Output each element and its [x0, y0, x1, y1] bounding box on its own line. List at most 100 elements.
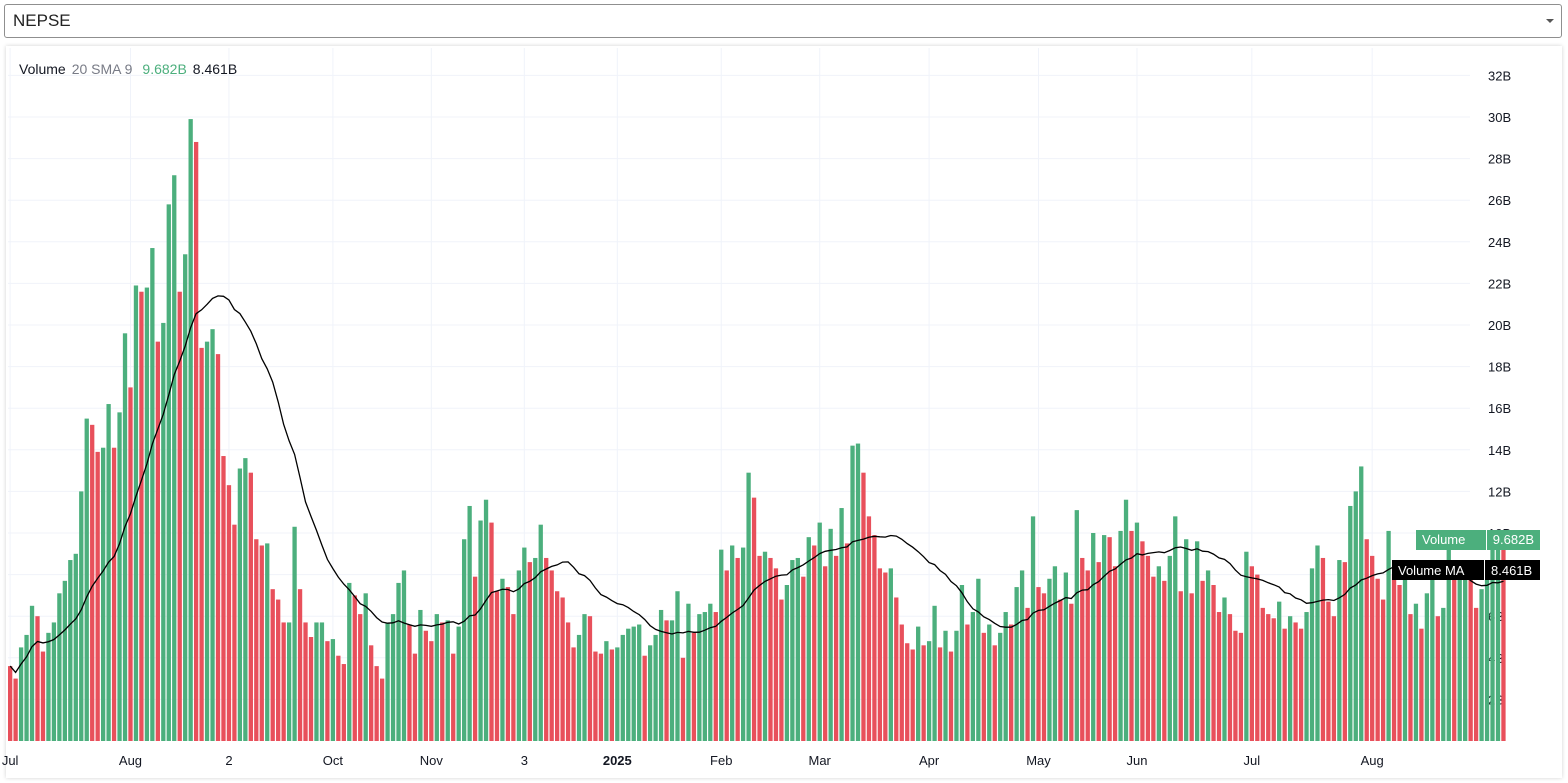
volume-bar: [1036, 587, 1041, 741]
volume-bar: [1370, 555, 1375, 741]
x-tick-label: Feb: [710, 753, 732, 768]
volume-bar: [325, 641, 330, 741]
volume-bar: [855, 443, 861, 741]
volume-bar: [680, 657, 686, 741]
volume-bar: [1003, 612, 1008, 741]
volume-bar: [1211, 585, 1216, 741]
volume-bar: [139, 291, 144, 741]
x-tick-label: 3: [521, 753, 528, 768]
volume-bar: [336, 655, 341, 741]
volume-bar: [1167, 555, 1172, 741]
volume-bar: [937, 647, 943, 741]
volume-bar: [188, 119, 193, 741]
volume-bar: [1424, 593, 1430, 741]
volume-bar: [823, 566, 828, 741]
volume-bar: [418, 609, 423, 741]
volume-bar: [489, 522, 494, 741]
volume-bar: [757, 555, 762, 741]
x-tick-label: Jul: [1244, 753, 1261, 768]
volume-bar: [555, 591, 560, 741]
volume-bar: [839, 508, 844, 741]
volume-bar: [13, 678, 18, 741]
volume-bar: [1052, 566, 1058, 741]
volume-bar: [281, 622, 286, 741]
volume-bar: [921, 645, 926, 741]
volume-bar: [352, 595, 357, 741]
symbol-select[interactable]: NEPSE: [4, 4, 1562, 38]
volume-bar: [888, 568, 893, 741]
legend-params: 20 SMA 9: [71, 61, 133, 77]
y-tick-label: 16B: [1488, 401, 1511, 416]
volume-bar: [1260, 607, 1265, 741]
volume-bar: [730, 545, 735, 741]
y-tick-label: 20B: [1488, 318, 1511, 333]
volume-bar: [1009, 624, 1014, 741]
volume-bar: [1419, 628, 1424, 741]
volume-bar: [396, 582, 401, 741]
volume-bar: [702, 612, 707, 741]
volume-bar: [872, 535, 877, 741]
volume-bar: [390, 614, 396, 741]
volume-bar: [1501, 541, 1506, 741]
volume-bar: [719, 549, 724, 741]
volume-bar: [1380, 599, 1386, 741]
volume-bar: [844, 543, 850, 741]
volume-bar: [1145, 555, 1151, 741]
volume-bar: [193, 141, 199, 741]
x-tick-label: Mar: [809, 753, 832, 768]
ma-price-label-name: Volume MA: [1398, 562, 1465, 578]
volume-bar: [1200, 580, 1205, 741]
volume-bar: [1446, 549, 1451, 741]
volume-bar: [1348, 505, 1353, 741]
volume-bar: [1364, 539, 1369, 741]
volume-bar: [522, 547, 527, 741]
chart-legend: Volume 20 SMA 9 9.682B 8.461B: [19, 61, 237, 77]
volume-bar: [1238, 632, 1244, 741]
volume-bar: [620, 634, 625, 741]
volume-bar: [1096, 562, 1101, 741]
volume-bar: [472, 576, 478, 741]
x-tick-label: Nov: [420, 753, 444, 768]
volume-bar: [100, 447, 106, 741]
volume-bar: [407, 624, 412, 741]
volume-bar: [604, 641, 609, 741]
volume-bar: [708, 603, 713, 741]
volume-bar: [1408, 614, 1413, 741]
volume-bar: [150, 248, 155, 742]
volume-bar: [286, 622, 292, 741]
volume-bar: [226, 485, 232, 741]
volume-bar: [363, 593, 368, 741]
volume-bar: [341, 664, 346, 741]
x-tick-label: Oct: [323, 753, 344, 768]
volume-bar: [697, 614, 702, 741]
volume-bar: [1249, 566, 1254, 741]
volume-bar: [587, 616, 593, 741]
volume-bar: [166, 204, 171, 742]
volume-bar: [215, 354, 221, 741]
volume-bar: [478, 520, 483, 741]
volume-bar: [35, 616, 40, 741]
volume-bar: [62, 580, 67, 741]
volume-bar: [948, 651, 954, 741]
volume-bar: [970, 612, 976, 741]
volume-bar: [237, 468, 243, 741]
volume-bar: [1173, 516, 1178, 741]
volume-bar: [51, 622, 57, 741]
volume-bar: [740, 547, 746, 741]
volume-bar: [992, 645, 997, 741]
volume-bar: [631, 626, 636, 741]
volume-bar: [90, 424, 95, 741]
volume-bar: [46, 632, 51, 741]
volume-bar: [232, 524, 237, 741]
volume-bar: [369, 645, 374, 741]
volume-bar: [199, 347, 204, 741]
volume-bar: [111, 447, 117, 741]
volume-bar: [1457, 570, 1462, 741]
volume-price-label-value: 9.682B: [1485, 529, 1540, 550]
volume-bar: [462, 539, 467, 741]
volume-bar: [762, 551, 768, 741]
volume-bar: [1151, 576, 1156, 741]
volume-bar: [248, 472, 253, 741]
y-tick-label: 14B: [1488, 443, 1511, 458]
